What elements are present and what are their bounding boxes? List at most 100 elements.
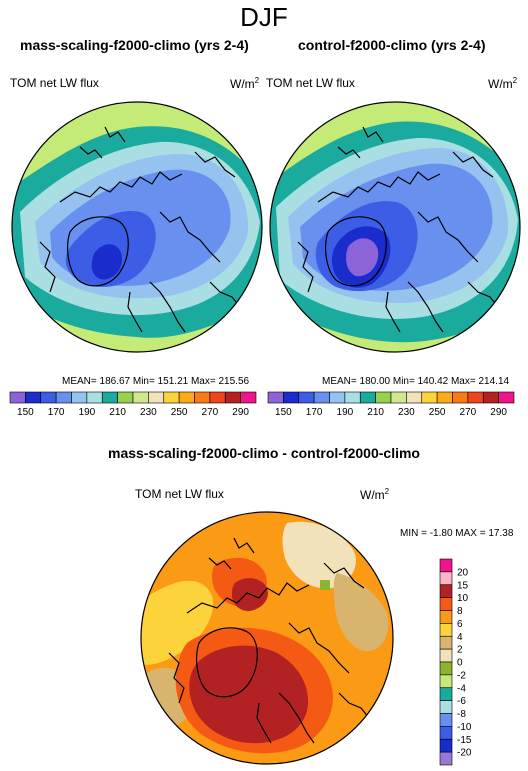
colorbar-tick-label: 170 bbox=[306, 407, 323, 418]
colorbar-swatch bbox=[467, 391, 484, 404]
colorbar-swatch bbox=[9, 391, 26, 404]
colorbar-tick-label: 8 bbox=[457, 606, 463, 617]
difference-polar-map bbox=[140, 511, 394, 765]
colorbar-swatch bbox=[313, 391, 330, 404]
colorbar-tick-label: 230 bbox=[398, 407, 415, 418]
colorbar-tick-label: 4 bbox=[457, 632, 463, 643]
colorbar-swatch bbox=[439, 623, 453, 637]
colorbar-swatch bbox=[86, 391, 103, 404]
map-fill-yellow bbox=[141, 580, 213, 665]
right-panel-title: control-f2000-climo (yrs 2-4) bbox=[298, 37, 486, 53]
colorbar-swatch bbox=[439, 648, 453, 663]
colorbar-tick-label: -15 bbox=[457, 735, 472, 746]
colorbar-swatch bbox=[101, 391, 118, 404]
colorbar-swatch bbox=[71, 391, 88, 404]
colorbar-swatch bbox=[421, 391, 438, 404]
map-fill-purple bbox=[346, 238, 379, 277]
colorbar-swatch bbox=[178, 391, 195, 404]
colorbar-tick-label: 2 bbox=[457, 645, 463, 656]
map-fill-tan bbox=[333, 573, 389, 652]
map-fill-dark-red bbox=[207, 671, 248, 710]
colorbar-swatch bbox=[439, 610, 453, 624]
colorbar-tick-label: -8 bbox=[457, 709, 466, 720]
colorbar-swatch bbox=[439, 597, 453, 611]
map-outline bbox=[269, 101, 521, 353]
colorbar-tick-label: 10 bbox=[457, 593, 469, 604]
colorbar-swatch bbox=[55, 391, 72, 404]
colorbar-swatch bbox=[25, 391, 42, 404]
left-panel-stats: MEAN= 186.67 Min= 151.21 Max= 215.56 bbox=[62, 376, 250, 387]
colorbar-tick-label: 230 bbox=[140, 407, 157, 418]
colorbar-swatch bbox=[329, 391, 346, 404]
map-outline bbox=[140, 511, 394, 765]
colorbar-tick-label: 190 bbox=[337, 407, 354, 418]
map-coastlines bbox=[297, 126, 499, 333]
left-polar-map bbox=[11, 101, 263, 353]
right-panel-field-label: TOM net LW flux bbox=[266, 76, 355, 90]
colorbar-swatch bbox=[209, 391, 226, 404]
colorbar-tick-label: -2 bbox=[457, 670, 466, 681]
season-title: DJF bbox=[240, 2, 288, 32]
colorbar-swatch bbox=[439, 558, 453, 573]
colorbar-swatch bbox=[439, 571, 453, 586]
colorbar-swatch bbox=[390, 391, 407, 404]
difference-panel-stats: MIN = -1.80 MAX = 17.38 bbox=[400, 528, 514, 539]
colorbar-swatch bbox=[267, 391, 284, 404]
colorbar-tick-label: 190 bbox=[79, 407, 96, 418]
colorbar-tick-label: 250 bbox=[171, 407, 188, 418]
map-outline bbox=[11, 101, 263, 353]
colorbar-swatch bbox=[40, 391, 57, 404]
map-coastlines bbox=[39, 126, 241, 333]
colorbar-swatch bbox=[283, 391, 300, 404]
colorbar-tick-label: 150 bbox=[17, 407, 34, 418]
colorbar-tick-label: -10 bbox=[457, 722, 472, 733]
colorbar-swatch bbox=[439, 584, 453, 598]
colorbar-swatch bbox=[439, 674, 453, 689]
colorbar-tick-label: 270 bbox=[202, 407, 219, 418]
colorbar-swatch bbox=[482, 391, 499, 404]
colorbar-swatch bbox=[439, 738, 453, 753]
left-panel-field-label: TOM net LW flux bbox=[10, 76, 99, 90]
left-panel-title: mass-scaling-f2000-climo (yrs 2-4) bbox=[20, 37, 249, 53]
colorbar-tick-label: 20 bbox=[457, 567, 469, 578]
colorbar-swatch bbox=[439, 713, 453, 727]
colorbar-swatch bbox=[439, 635, 453, 650]
colorbar-swatch bbox=[163, 391, 180, 404]
map-fill-green-patch bbox=[320, 580, 330, 590]
left-panel-units: W/m2 bbox=[230, 76, 260, 91]
difference-panel-title: mass-scaling-f2000-climo - control-f2000… bbox=[108, 445, 420, 461]
colorbar-tick-label: 290 bbox=[232, 407, 249, 418]
colorbar-tick-label: 0 bbox=[457, 658, 463, 669]
colorbar-swatch bbox=[148, 391, 165, 404]
right-panel-units: W/m2 bbox=[488, 76, 518, 91]
colorbar-tick-label: 170 bbox=[48, 407, 65, 418]
colorbar-tick-label: -6 bbox=[457, 696, 466, 707]
right-panel-stats: MEAN= 180.00 Min= 140.42 Max= 214.14 bbox=[322, 376, 510, 387]
colorbar-swatch bbox=[439, 661, 453, 676]
colorbar-swatch bbox=[439, 687, 453, 701]
colorbar-tick-label: 210 bbox=[367, 407, 384, 418]
colorbar-swatch bbox=[359, 391, 376, 404]
colorbar-swatch bbox=[498, 391, 515, 404]
left-colorbar: 150 170 190 210 230 250 270 290 bbox=[9, 391, 257, 418]
colorbar-swatch bbox=[375, 391, 392, 404]
colorbar-swatch bbox=[224, 391, 241, 404]
right-polar-map bbox=[269, 101, 521, 353]
colorbar-swatch bbox=[344, 391, 361, 404]
colorbar-swatch bbox=[406, 391, 423, 404]
colorbar-tick-label: 150 bbox=[275, 407, 292, 418]
colorbar-tick-label: 15 bbox=[457, 580, 469, 591]
colorbar-tick-label: -4 bbox=[457, 683, 466, 694]
colorbar-swatch bbox=[452, 391, 469, 404]
colorbar-tick-label: 270 bbox=[460, 407, 477, 418]
colorbar-tick-label: -20 bbox=[457, 748, 472, 759]
colorbar-tick-label: 290 bbox=[490, 407, 507, 418]
colorbar-swatch bbox=[298, 391, 315, 404]
colorbar-swatch bbox=[194, 391, 211, 404]
colorbar-tick-label: 210 bbox=[109, 407, 126, 418]
colorbar-swatch bbox=[117, 391, 134, 404]
map-coastlines bbox=[168, 537, 370, 744]
difference-panel-field-label: TOM net LW flux bbox=[135, 487, 224, 501]
colorbar-swatch bbox=[132, 391, 149, 404]
